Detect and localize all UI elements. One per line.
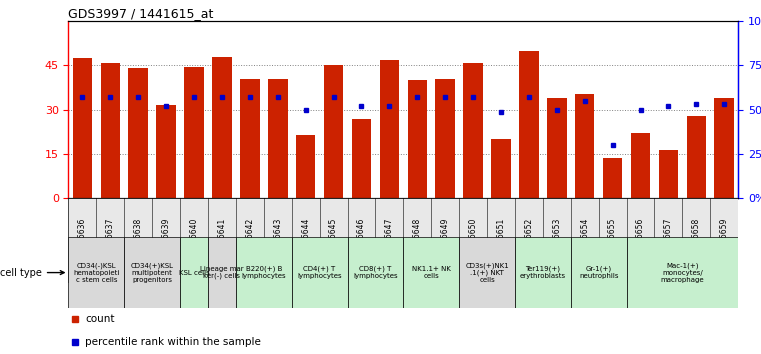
Text: GSM686657: GSM686657 [664, 217, 673, 264]
Text: GSM686637: GSM686637 [106, 217, 115, 264]
Bar [180, 237, 208, 308]
Text: GSM686646: GSM686646 [357, 217, 366, 264]
Text: GSM686642: GSM686642 [245, 218, 254, 264]
Text: GSM686640: GSM686640 [189, 217, 199, 264]
Text: GSM686659: GSM686659 [720, 217, 729, 264]
Bar [603, 159, 622, 198]
Bar [435, 79, 455, 198]
Text: CD34(-)KSL
hematopoieti
c stem cells: CD34(-)KSL hematopoieti c stem cells [73, 262, 119, 283]
Text: GSM686654: GSM686654 [580, 217, 589, 264]
Text: GSM686644: GSM686644 [301, 217, 310, 264]
Bar [73, 58, 92, 198]
Text: GSM686638: GSM686638 [134, 218, 143, 264]
Bar [236, 237, 291, 308]
Bar [184, 67, 204, 198]
Text: GSM686645: GSM686645 [329, 217, 338, 264]
Bar [157, 105, 176, 198]
Bar [240, 79, 260, 198]
Bar [463, 63, 482, 198]
Text: cell type: cell type [0, 268, 64, 278]
Text: GSM686643: GSM686643 [273, 217, 282, 264]
Text: GDS3997 / 1441615_at: GDS3997 / 1441615_at [68, 7, 214, 20]
Text: Ter119(+)
erythroblasts: Ter119(+) erythroblasts [520, 266, 566, 279]
Text: GSM686653: GSM686653 [552, 217, 562, 264]
Bar [268, 79, 288, 198]
Text: Mac-1(+)
monocytes/
macrophage: Mac-1(+) monocytes/ macrophage [661, 262, 704, 283]
Text: GSM686647: GSM686647 [385, 217, 394, 264]
Text: GSM686636: GSM686636 [78, 217, 87, 264]
Text: CD8(+) T
lymphocytes: CD8(+) T lymphocytes [353, 266, 398, 279]
Bar [208, 237, 236, 308]
Bar [547, 98, 566, 198]
Bar [459, 237, 515, 308]
Text: GSM686652: GSM686652 [524, 218, 533, 264]
Text: count: count [85, 314, 115, 325]
Bar [715, 98, 734, 198]
Text: CD4(+) T
lymphocytes: CD4(+) T lymphocytes [298, 266, 342, 279]
Text: CD34(+)KSL
multipotent
progenitors: CD34(+)KSL multipotent progenitors [131, 262, 174, 283]
Text: GSM686648: GSM686648 [412, 218, 422, 264]
Bar [519, 51, 539, 198]
Bar [571, 237, 626, 308]
Bar [296, 135, 315, 198]
Bar [348, 237, 403, 308]
Text: GSM686651: GSM686651 [496, 218, 505, 264]
Text: Lineage mar
ker(-) cells: Lineage mar ker(-) cells [200, 266, 244, 279]
Bar [129, 68, 148, 198]
Text: B220(+) B
lymphocytes: B220(+) B lymphocytes [241, 266, 286, 279]
Bar [492, 139, 511, 198]
Bar [291, 237, 348, 308]
Text: CD3s(+)NK1
.1(+) NKT
cells: CD3s(+)NK1 .1(+) NKT cells [465, 262, 509, 283]
Bar [515, 237, 571, 308]
Bar [403, 237, 459, 308]
Text: NK1.1+ NK
cells: NK1.1+ NK cells [412, 266, 451, 279]
Bar [626, 237, 738, 308]
Bar [68, 237, 124, 308]
Bar [658, 149, 678, 198]
Bar [212, 57, 231, 198]
Text: GSM686658: GSM686658 [692, 218, 701, 264]
Bar [631, 133, 650, 198]
Bar [575, 93, 594, 198]
Bar [408, 80, 427, 198]
Text: KSL cells: KSL cells [179, 270, 209, 275]
Text: GSM686641: GSM686641 [218, 218, 227, 264]
Bar [686, 116, 706, 198]
Text: GSM686650: GSM686650 [469, 217, 478, 264]
Bar [380, 59, 399, 198]
Bar [124, 237, 180, 308]
Bar [352, 119, 371, 198]
Text: percentile rank within the sample: percentile rank within the sample [85, 337, 261, 348]
Text: GSM686655: GSM686655 [608, 217, 617, 264]
Text: GSM686639: GSM686639 [161, 217, 170, 264]
Text: GSM686656: GSM686656 [636, 217, 645, 264]
Text: Gr-1(+)
neutrophils: Gr-1(+) neutrophils [579, 266, 619, 279]
Text: GSM686649: GSM686649 [441, 217, 450, 264]
Bar [323, 65, 343, 198]
Bar [100, 63, 120, 198]
